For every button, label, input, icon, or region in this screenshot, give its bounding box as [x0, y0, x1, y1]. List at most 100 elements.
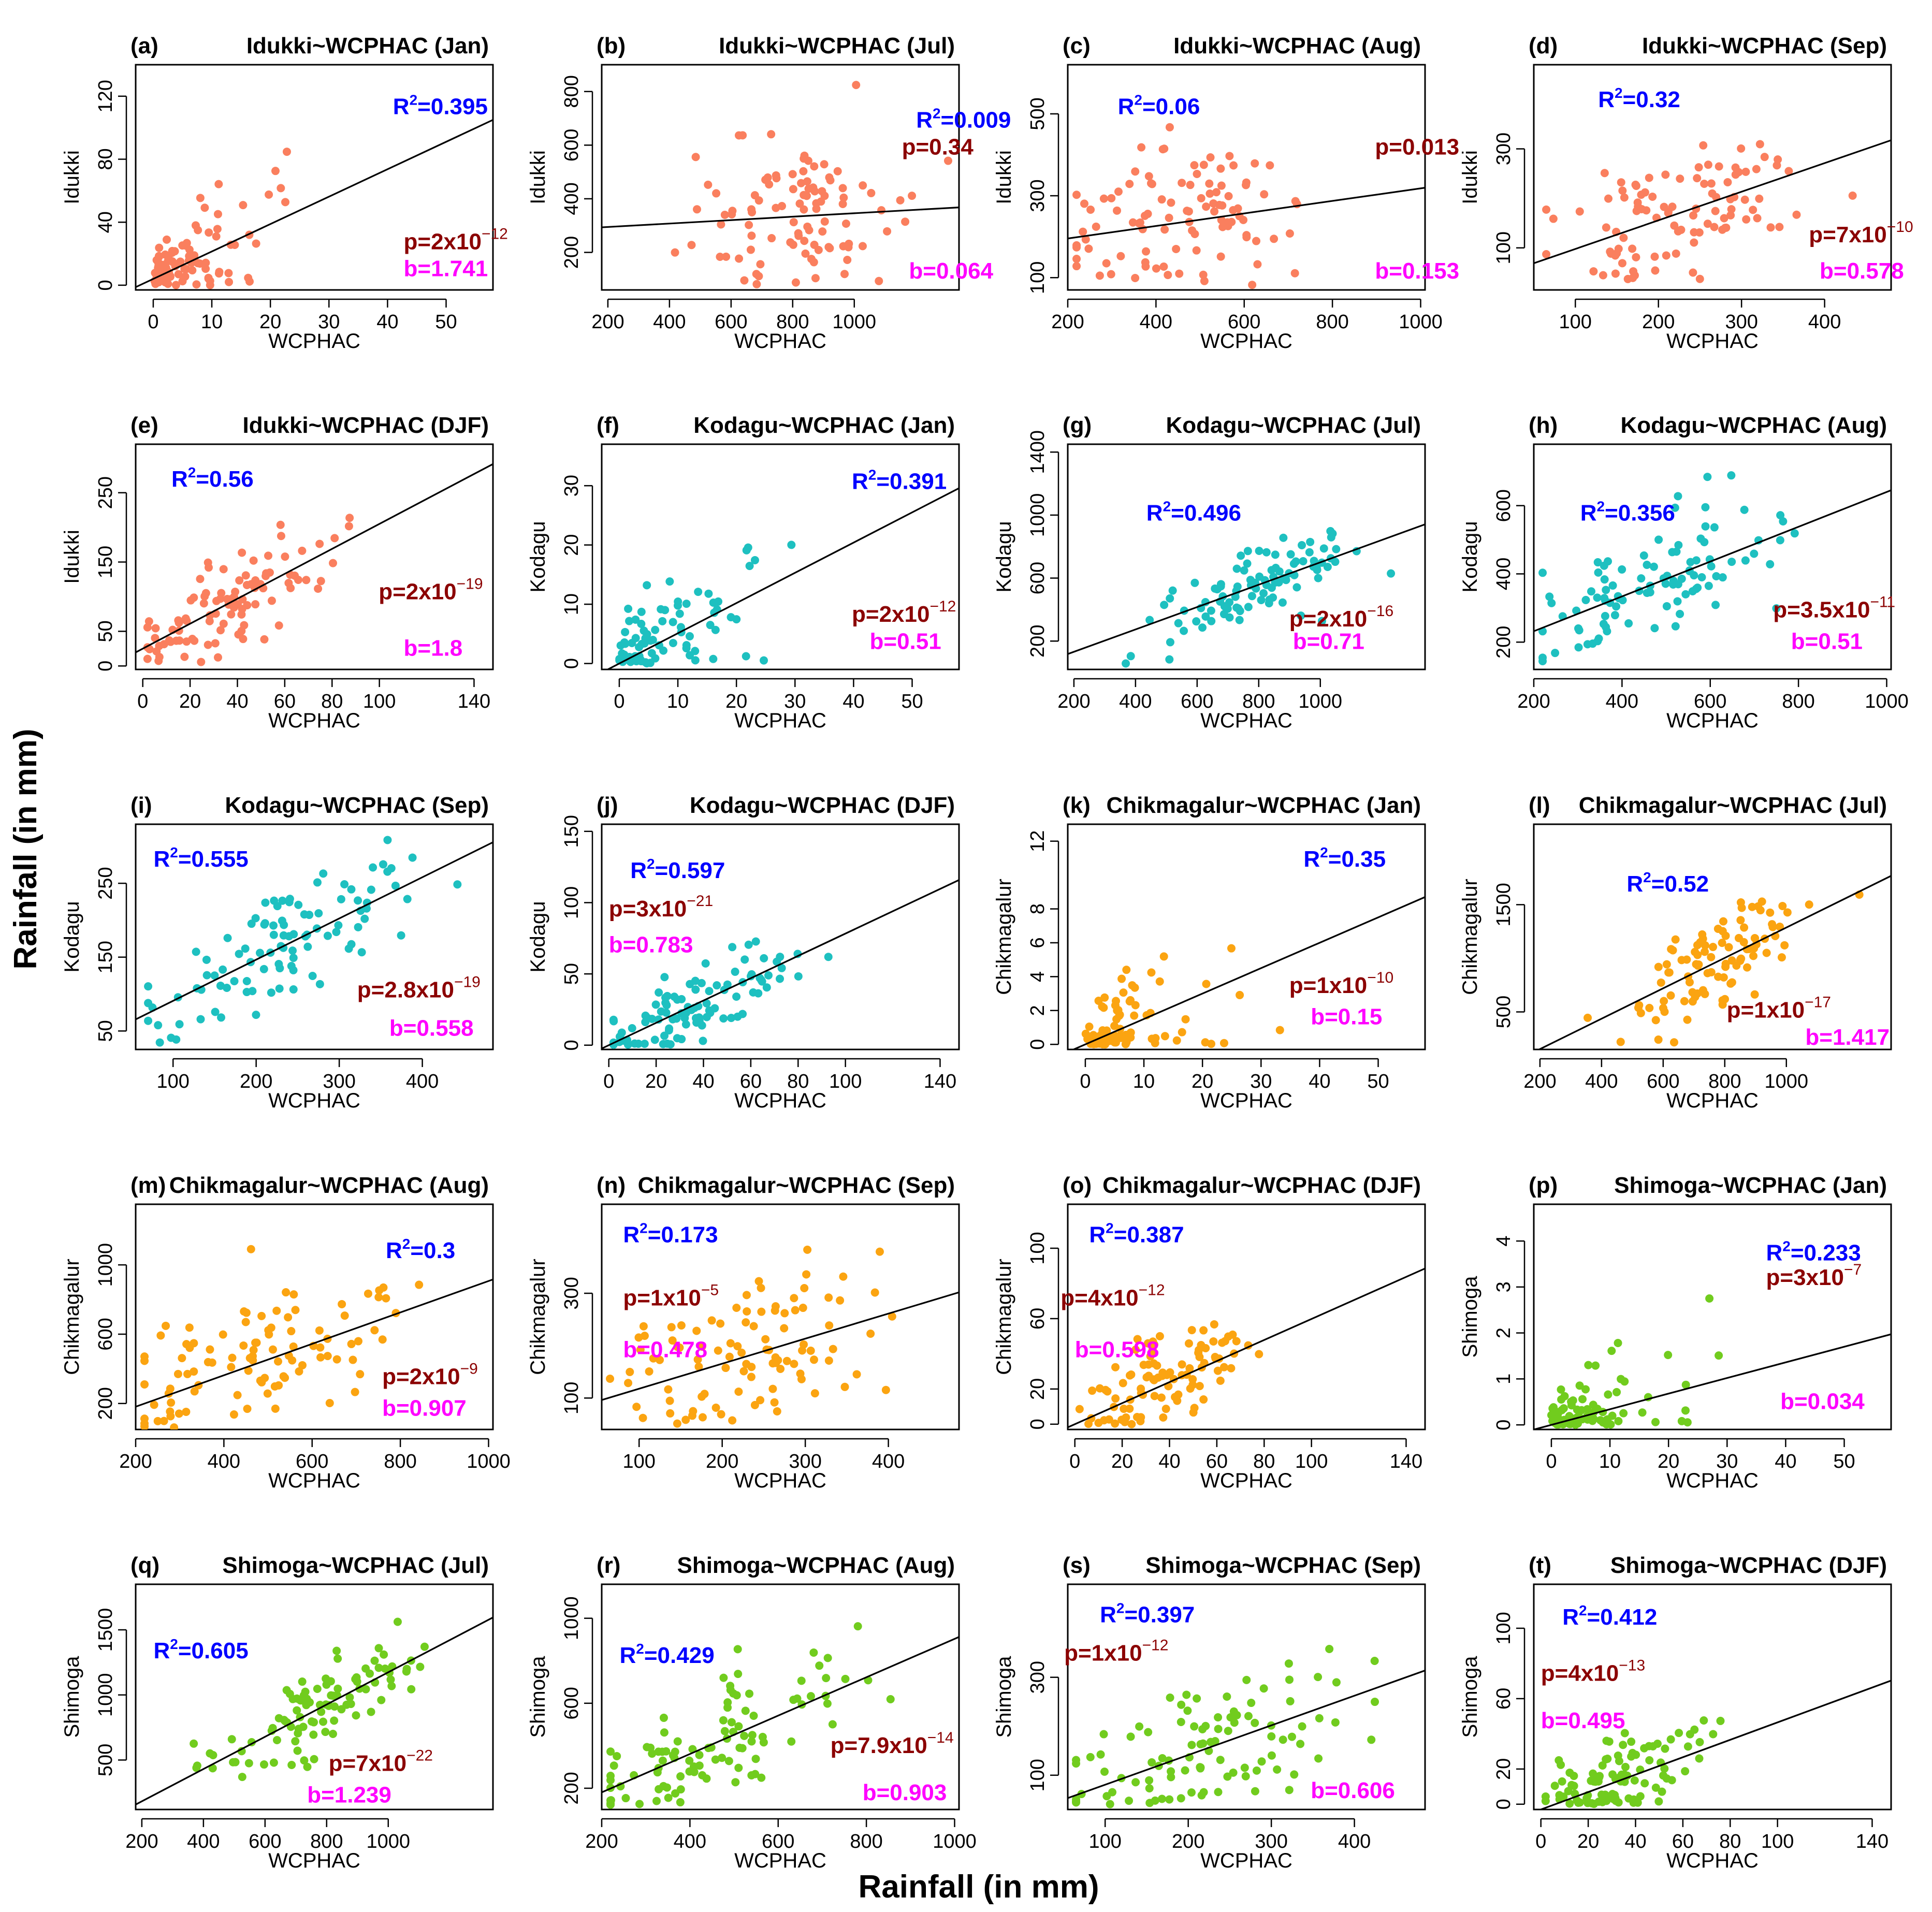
data-point — [190, 251, 199, 260]
data-point — [807, 255, 816, 264]
x-tick-label: 200 — [1523, 1071, 1556, 1092]
data-point — [823, 1654, 832, 1662]
x-tick-label: 800 — [776, 311, 809, 333]
data-point — [1567, 1397, 1576, 1406]
x-tick-label: 140 — [1390, 1451, 1422, 1472]
data-point — [1776, 922, 1784, 931]
data-point — [217, 1013, 226, 1022]
data-point — [1606, 1420, 1615, 1429]
data-point — [223, 933, 232, 942]
data-point — [1084, 244, 1093, 253]
data-point — [197, 658, 206, 666]
data-point — [267, 988, 275, 997]
data-point — [908, 192, 917, 200]
data-point — [728, 943, 737, 952]
data-point — [1660, 1764, 1669, 1773]
data-point — [875, 1247, 884, 1256]
data-point — [1707, 179, 1716, 188]
data-point — [1719, 917, 1727, 926]
data-point — [1608, 581, 1617, 590]
data-point — [295, 1367, 303, 1376]
x-tick-label: 50 — [1367, 1071, 1389, 1092]
x-tick-label: 800 — [1316, 311, 1348, 333]
data-point — [1241, 1772, 1250, 1780]
x-tick-label: 400 — [406, 1071, 439, 1092]
data-point — [1650, 624, 1659, 633]
data-point — [1723, 178, 1732, 186]
data-point — [273, 1357, 282, 1366]
data-point — [637, 619, 646, 628]
data-point — [1102, 259, 1111, 268]
data-point — [1150, 1359, 1158, 1368]
data-point — [307, 1717, 316, 1726]
data-point — [798, 1346, 807, 1355]
data-point — [659, 1040, 667, 1048]
data-point — [1695, 228, 1704, 237]
x-tick-label: 200 — [706, 1451, 738, 1472]
data-point — [1147, 180, 1156, 188]
p-value-annotation: p=1x10−17 — [1727, 994, 1831, 1023]
data-point — [1575, 626, 1584, 635]
data-point — [1697, 573, 1706, 581]
data-point — [660, 973, 669, 982]
data-point — [740, 276, 749, 285]
data-point — [367, 885, 375, 894]
data-point — [1140, 211, 1149, 220]
data-layer — [1534, 471, 1891, 666]
data-point — [1565, 1799, 1574, 1808]
data-layer — [136, 1245, 493, 1429]
data-point — [361, 1685, 370, 1694]
data-point — [761, 1335, 770, 1344]
data-point — [1217, 181, 1226, 190]
data-point — [210, 971, 219, 980]
data-point — [1690, 1725, 1699, 1734]
data-point — [314, 909, 323, 917]
data-point — [1642, 206, 1651, 215]
y-tick-label: 20 — [561, 534, 583, 556]
data-point — [140, 1352, 149, 1361]
data-point — [1681, 1767, 1690, 1776]
data-point — [357, 948, 366, 957]
data-point — [1552, 1414, 1561, 1423]
data-point — [798, 1304, 807, 1312]
y-tick-label: 300 — [1027, 179, 1049, 212]
data-point — [1602, 623, 1610, 632]
data-point — [1100, 1767, 1109, 1776]
x-tick-label: 0 — [1546, 1451, 1557, 1472]
data-point — [694, 1362, 703, 1371]
slope-annotation: b=0.034 — [1780, 1389, 1865, 1414]
data-point — [1766, 223, 1775, 232]
data-point — [1768, 923, 1777, 931]
data-point — [1627, 1738, 1636, 1746]
data-point — [328, 1730, 337, 1739]
data-point — [665, 1396, 674, 1405]
r-squared-annotation: R2=0.009 — [916, 105, 1011, 133]
data-point — [1614, 244, 1623, 253]
data-point — [1618, 596, 1627, 605]
data-point — [1219, 1363, 1228, 1371]
data-point — [154, 1021, 163, 1030]
data-point — [1195, 1353, 1204, 1362]
data-point — [1577, 1406, 1586, 1414]
data-point — [1284, 1659, 1293, 1668]
data-point — [219, 565, 228, 574]
regression-line — [602, 879, 959, 1049]
data-point — [1161, 1405, 1170, 1413]
data-point — [789, 185, 797, 194]
data-point — [1611, 269, 1620, 278]
p-value-annotation: p=1x10−10 — [1289, 969, 1393, 998]
data-point — [1131, 1778, 1140, 1787]
data-point — [1190, 230, 1199, 239]
x-tick-label: 1000 — [1764, 1071, 1808, 1092]
y-tick-label: 300 — [561, 1277, 583, 1309]
data-point — [676, 623, 685, 632]
data-point — [1654, 535, 1663, 544]
data-point — [212, 596, 221, 605]
data-point — [1682, 955, 1691, 964]
data-point — [1602, 1736, 1611, 1745]
data-point — [1667, 1776, 1676, 1785]
data-point — [1199, 160, 1208, 169]
data-point — [330, 534, 339, 543]
x-tick-label: 800 — [1242, 691, 1275, 712]
